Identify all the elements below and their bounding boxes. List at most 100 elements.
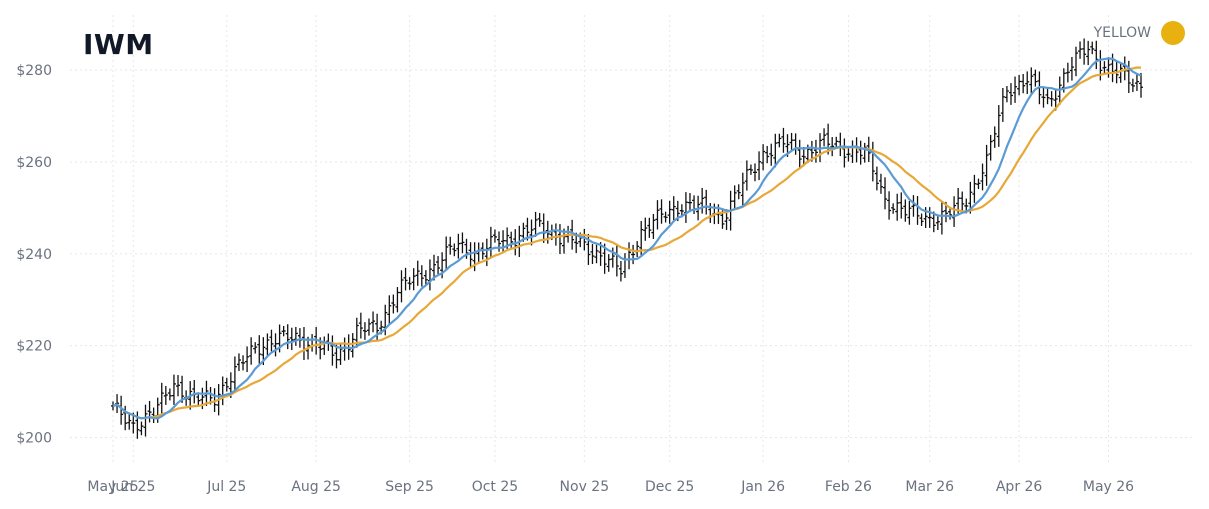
ohlc-bar — [797, 139, 802, 170]
ohlc-bar — [407, 277, 412, 290]
ohlc-bar — [265, 333, 270, 356]
ohlc-bar — [492, 229, 497, 243]
slow-moving-average-line — [112, 66, 1142, 420]
ohlc-bar — [419, 265, 424, 287]
fast-moving-average-line — [112, 57, 1142, 420]
ohlc-bar — [411, 268, 416, 291]
ohlc-bar — [781, 127, 786, 153]
ohlc-bar — [883, 177, 888, 210]
ohlc-bar — [285, 324, 290, 350]
ohlc-bar — [907, 201, 912, 225]
ohlc-bar — [431, 254, 436, 281]
y-tick-label: $240 — [16, 247, 52, 263]
ohlc-bar — [647, 217, 652, 238]
x-tick-label: Aug 25 — [291, 479, 341, 495]
ohlc-bar — [427, 259, 432, 291]
chart-title: IWM — [83, 28, 154, 61]
ohlc-bar — [151, 407, 156, 423]
ohlc-bar — [614, 243, 619, 277]
ohlc-bar — [253, 342, 258, 354]
ohlc-bar — [269, 329, 274, 352]
ohlc-bar — [176, 375, 181, 397]
ohlc-bar — [1008, 83, 1013, 105]
ohlc-bar — [858, 140, 863, 165]
ohlc-bar — [919, 213, 924, 227]
x-tick-label: Sep 25 — [385, 479, 434, 495]
ohlc-bar — [171, 374, 176, 405]
ohlc-bar — [281, 325, 286, 337]
ohlc-bar — [1013, 76, 1018, 103]
ohlc-bar — [1122, 56, 1127, 81]
ohlc-bar — [484, 238, 489, 267]
ohlc-bar — [553, 223, 558, 246]
y-tick-label: $280 — [16, 63, 52, 79]
ohlc-bar — [976, 178, 981, 190]
ohlc-bar — [899, 192, 904, 219]
ohlc-bar — [557, 224, 562, 255]
y-tick-label: $260 — [16, 155, 52, 171]
ohlc-bar — [468, 242, 473, 268]
ohlc-bar — [687, 193, 692, 213]
ohlc-bar — [1000, 87, 1005, 122]
ohlc-bar — [777, 133, 782, 148]
ohlc-bar — [334, 344, 339, 369]
ohlc-bar — [744, 160, 749, 191]
ohlc-bar — [1049, 91, 1054, 107]
x-tick-label: Jun 25 — [110, 479, 155, 495]
ohlc-bar — [1045, 88, 1050, 105]
ohlc-bar — [822, 128, 827, 147]
ohlc-bar — [1017, 74, 1022, 96]
ohlc-bar — [663, 211, 668, 223]
ohlc-bar — [395, 287, 400, 313]
x-tick-label: Nov 25 — [560, 479, 610, 495]
ohlc-bar — [1130, 78, 1135, 93]
ohlc-bar — [330, 335, 335, 366]
x-tick-label: Mar 26 — [905, 479, 954, 495]
y-tick-label: $220 — [16, 339, 52, 355]
ohlc-bar — [399, 270, 404, 303]
ohlc-bar — [850, 140, 855, 163]
ohlc-bar — [220, 376, 225, 406]
ohlc-bar — [939, 201, 944, 235]
ohlc-bar — [127, 413, 132, 430]
ohlc-bar — [537, 212, 542, 227]
ohlc-bar — [159, 382, 164, 414]
ohlc-bar — [1102, 61, 1107, 75]
ohlc-bar — [582, 228, 587, 251]
ohlc-bar — [984, 144, 989, 186]
ohlc-bar — [342, 337, 347, 361]
ohlc-bar — [301, 327, 306, 361]
ohlc-bar — [732, 185, 737, 209]
ohlc-bar — [834, 136, 839, 149]
ohlc-bar — [415, 260, 420, 286]
ohlc-bar — [622, 253, 627, 278]
ohlc-bar — [1126, 60, 1131, 94]
ohlc-bar — [631, 244, 636, 265]
ohlc-bar — [952, 196, 957, 227]
ohlc-bar — [789, 132, 794, 150]
ohlc-bar — [740, 172, 745, 206]
ohlc-bar — [761, 144, 766, 171]
ohlc-bar — [618, 260, 623, 282]
ohlc-bar — [1004, 86, 1009, 103]
ohlc-bar — [635, 241, 640, 258]
x-tick-label: Jul 25 — [206, 479, 246, 495]
ohlc-bar — [655, 200, 660, 230]
ohlc-bar — [830, 137, 835, 157]
ohlc-bar — [752, 163, 757, 182]
ohlc-bar — [366, 318, 371, 336]
ohlc-bar — [143, 404, 148, 437]
ohlc-bar — [891, 203, 896, 214]
ohlc-bar — [1025, 71, 1030, 95]
ohlc-bar — [358, 312, 363, 339]
x-tick-label: Jan 26 — [740, 479, 785, 495]
ohlc-bar — [456, 233, 461, 259]
ohlc-bar — [257, 335, 262, 364]
ohlc-bar — [371, 311, 376, 333]
ohlc-bar — [651, 213, 656, 239]
ohlc-bar — [769, 143, 774, 166]
ohlc-bar — [846, 146, 851, 162]
legend-label: YELLOW — [1093, 25, 1151, 41]
ohlc-bar — [903, 199, 908, 222]
